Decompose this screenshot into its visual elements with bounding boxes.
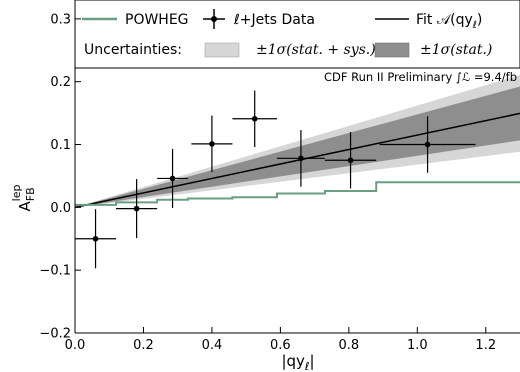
- legend-fit-label: Fit 𝒜(qyℓ): [416, 12, 482, 31]
- data-marker: [133, 205, 140, 212]
- data-marker: [424, 141, 431, 148]
- legend-data-label: ℓ+Jets Data: [233, 12, 315, 28]
- data-point: [324, 131, 377, 189]
- x-tick-label: 1.0: [407, 338, 428, 353]
- fit-line: [74, 112, 520, 209]
- data-marker: [169, 175, 176, 182]
- data-point: [232, 90, 277, 148]
- legend-band-sys-label: ±1σ(stat. + sys.): [256, 42, 376, 58]
- data-point: [191, 115, 233, 173]
- x-tick-label: 0.4: [202, 338, 223, 353]
- x-tick-label: 1.2: [475, 338, 496, 353]
- y-tick-label: −0.2: [39, 327, 71, 342]
- legend-uncertainties-label: Uncertainties:: [84, 42, 182, 58]
- data-point: [116, 179, 158, 239]
- x-tick-label: 0.2: [133, 338, 154, 353]
- plot-area: [74, 75, 520, 269]
- axes: 0.0 0.2 0.4 0.6 0.8 1.0 1.2 −0.2 −0.1 0.0 0.1 0.2 0.…: [39, 0, 520, 353]
- band-stat: [75, 86, 520, 208]
- band-stat-sys: [75, 75, 520, 208]
- y-tick-label: 0.0: [50, 201, 71, 216]
- y-tick-label: 0.2: [50, 75, 71, 90]
- x-tick-label: 0.0: [65, 338, 86, 353]
- data-marker: [92, 235, 99, 242]
- x-tick-label: 0.8: [339, 338, 360, 353]
- data-point: [75, 209, 117, 269]
- legend-band-sys-swatch: [204, 42, 240, 58]
- legend-box: [74, 0, 520, 69]
- data-marker: [209, 141, 215, 147]
- y-tick-label: 0.1: [50, 138, 71, 153]
- data-marker: [251, 115, 258, 122]
- x-axis-label: |qyℓ|: [281, 352, 314, 372]
- data-point: [276, 130, 325, 187]
- cdf-annotation: CDF Run II Preliminary ∫ℒ =9.4/fb: [324, 70, 517, 84]
- legend-band-stat-label: ±1σ(stat.): [420, 42, 492, 58]
- data-marker: [347, 157, 354, 164]
- legend-band-stat-swatch: [374, 42, 410, 58]
- data-marker: [298, 155, 304, 162]
- y-tick-label: 0.3: [50, 12, 71, 27]
- legend-data-marker-dot: [211, 16, 217, 22]
- legend: POWHEG ℓ+Jets Data Fit 𝒜(qyℓ) Uncertaint…: [74, 0, 520, 69]
- x-tick-label: 0.6: [270, 338, 291, 353]
- y-tick-label: −0.1: [39, 264, 71, 279]
- data-point: [379, 116, 476, 173]
- legend-powheg-label: POWHEG: [125, 12, 189, 28]
- data-point: [157, 148, 188, 208]
- y-axis-label: AFBlep: [10, 185, 37, 212]
